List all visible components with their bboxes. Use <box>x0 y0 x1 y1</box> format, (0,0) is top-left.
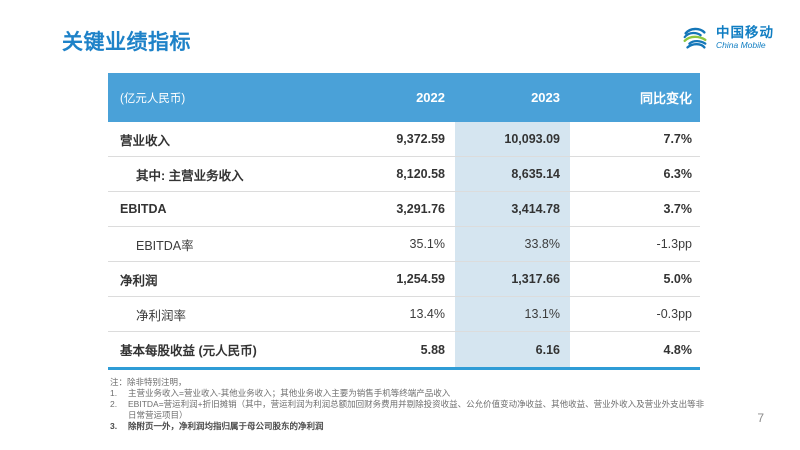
table-body: 营业收入 9,372.59 10,093.09 7.7% 其中: 主营业务收入 … <box>108 122 700 367</box>
row-value-2023: 3,414.78 <box>455 192 570 226</box>
footnote-text: 主营业务收入=营业收入-其他业务收入；其他业务收入主要为销售手机等终端产品收入 <box>128 388 451 398</box>
row-label: EBITDA <box>120 202 167 216</box>
row-value-yoy: 4.8% <box>663 342 693 357</box>
header-col-2022: 2022 <box>416 90 445 105</box>
header-unit-label: (亿元人民币) <box>120 92 186 105</box>
table-row: 净利润率 13.4% 13.1% -0.3pp <box>108 297 700 332</box>
china-mobile-logo: 中国移动 China Mobile <box>680 23 774 53</box>
kpi-table: (亿元人民币) 2022 2023 同比变化 营业收入 9,372.59 10,… <box>108 73 700 370</box>
footnote-item: 1. 主营业务收入=营业收入-其他业务收入；其他业务收入主要为销售手机等终端产品… <box>110 388 706 399</box>
footnote-text: EBITDA=营运利润+折旧摊销（其中，营运利润为利润总额加回财务费用并剔除投资… <box>128 399 705 420</box>
table-row: 营业收入 9,372.59 10,093.09 7.7% <box>108 122 700 157</box>
footnote-number: 1. <box>110 388 118 398</box>
row-value-yoy: -1.3pp <box>656 237 692 251</box>
footnote-number: 2. <box>110 399 118 409</box>
row-value-2022: 5.88 <box>420 342 445 357</box>
footnote-item: 3. 除附页一外，净利润均指归属于母公司股东的净利润 <box>110 421 706 432</box>
table-row: 基本每股收益 (元人民币) 5.88 6.16 4.8% <box>108 332 700 367</box>
row-value-2022: 35.1% <box>409 237 445 251</box>
row-label: 营业收入 <box>120 133 171 148</box>
row-value-2023: 10,093.09 <box>455 122 570 156</box>
table-bottom-line <box>108 367 700 370</box>
row-value-2023: 8,635.14 <box>455 157 570 191</box>
row-value-yoy: 7.7% <box>663 132 693 146</box>
row-value-2023: 1,317.66 <box>455 262 570 296</box>
logo-name-en: China Mobile <box>716 39 766 50</box>
table-row: EBITDA 3,291.76 3,414.78 3.7% <box>108 192 700 227</box>
china-mobile-swirl-icon <box>683 27 707 49</box>
logo-text: 中国移动 China Mobile <box>716 26 774 49</box>
row-value-yoy: 5.0% <box>663 272 693 286</box>
row-value-yoy: 6.3% <box>663 167 693 181</box>
row-value-yoy: -0.3pp <box>656 307 692 321</box>
footnote-item: 2. EBITDA=营运利润+折旧摊销（其中，营运利润为利润总额加回财务费用并剔… <box>110 399 706 421</box>
row-value-yoy: 3.7% <box>663 202 693 216</box>
header-col-yoy: 同比变化 <box>639 91 692 106</box>
row-value-2023: 33.8% <box>455 227 570 261</box>
footnotes: 注：除非特别注明， 1. 主营业务收入=营业收入-其他业务收入；其他业务收入主要… <box>110 377 706 432</box>
row-label: 净利润率 <box>136 308 187 323</box>
footnote-list: 1. 主营业务收入=营业收入-其他业务收入；其他业务收入主要为销售手机等终端产品… <box>110 388 706 432</box>
footnote-text: 除附页一外，净利润均指归属于母公司股东的净利润 <box>128 421 324 431</box>
logo-name-zh: 中国移动 <box>716 25 774 41</box>
row-label: EBITDA率 <box>136 238 194 253</box>
row-value-2022: 8,120.58 <box>396 167 445 181</box>
header-col-2023: 2023 <box>531 90 560 105</box>
row-value-2023: 13.1% <box>455 297 570 331</box>
row-value-2022: 13.4% <box>409 307 445 321</box>
row-label: 基本每股收益 (元人民币) <box>120 344 257 358</box>
footnote-intro: 注：除非特别注明， <box>110 377 187 387</box>
page-title: 关键业绩指标 <box>62 31 191 54</box>
table-row: 净利润 1,254.59 1,317.66 5.0% <box>108 262 700 297</box>
footnote-number: 3. <box>110 421 118 431</box>
row-label: 其中: 主营业务收入 <box>136 168 244 183</box>
table-row: 其中: 主营业务收入 8,120.58 8,635.14 6.3% <box>108 157 700 192</box>
row-label: 净利润 <box>120 273 158 288</box>
row-value-2022: 3,291.76 <box>396 202 445 216</box>
row-value-2022: 1,254.59 <box>396 272 445 286</box>
row-value-2023: 6.16 <box>455 332 570 367</box>
page-number: 7 <box>757 411 764 425</box>
table-header-row: (亿元人民币) 2022 2023 同比变化 <box>108 73 700 122</box>
row-value-2022: 9,372.59 <box>396 132 445 146</box>
table-row: EBITDA率 35.1% 33.8% -1.3pp <box>108 227 700 262</box>
